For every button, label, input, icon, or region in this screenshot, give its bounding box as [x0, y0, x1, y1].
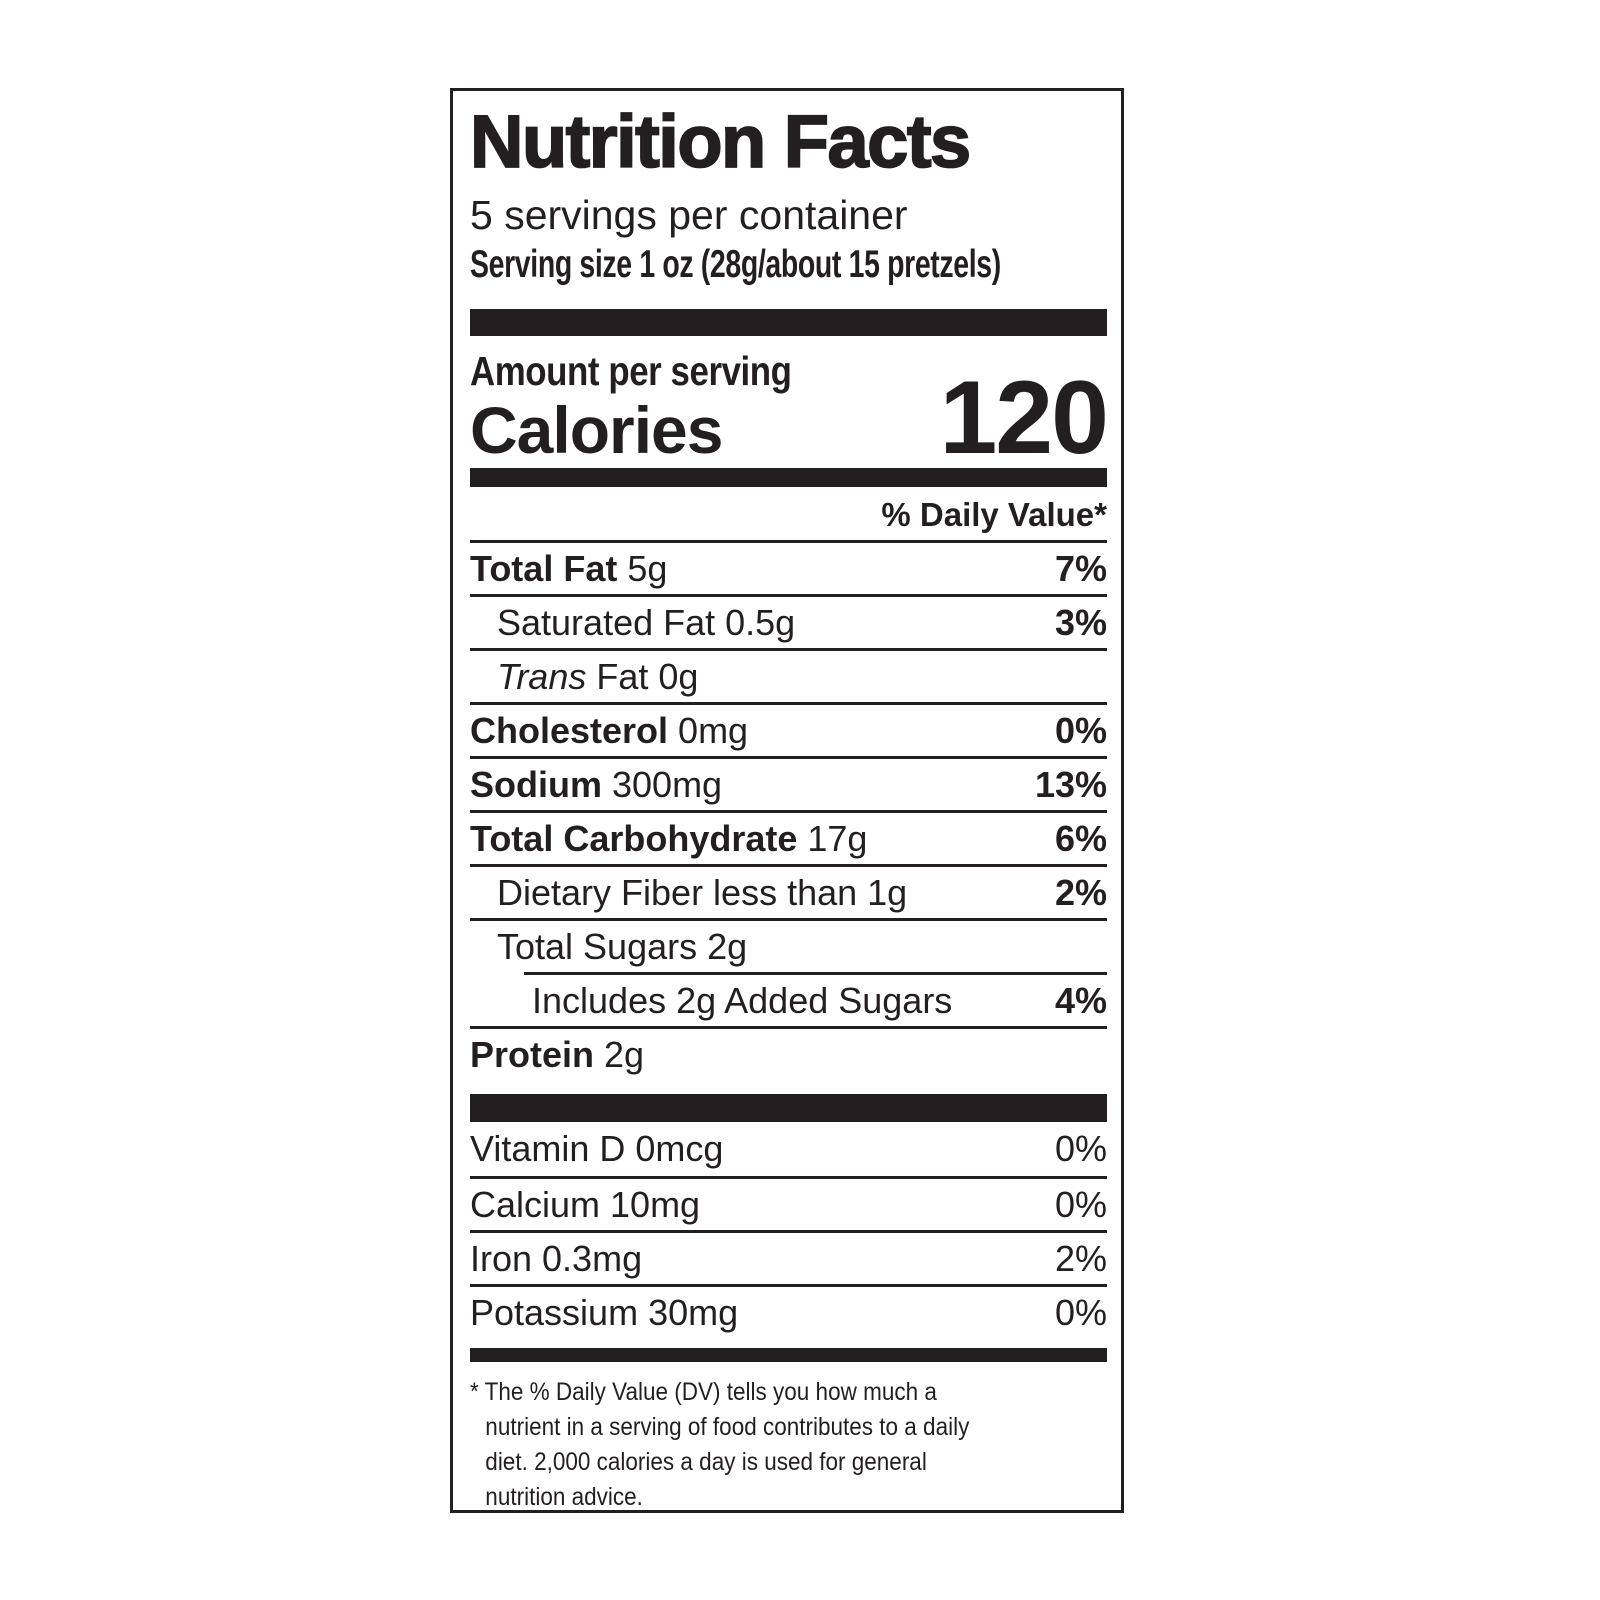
micronutrient-name: Iron 0.3mg: [470, 1237, 643, 1279]
nutrient-row: Cholesterol 0mg 0%: [470, 702, 1107, 756]
daily-value: 6%: [1054, 817, 1107, 859]
thick-divider-top: [470, 309, 1107, 337]
nutrient-rows: Total Fat 5g 7% Saturated Fat 0.5g 3% Trans …: [470, 540, 1107, 1080]
nutrient-row: Trans Fat 0g: [470, 648, 1107, 702]
nutrient-row: Total Carbohydrate 17g 6%: [470, 810, 1107, 864]
nutrient-row: Total Fat 5g 7%: [470, 540, 1107, 594]
thick-divider-middle: [470, 1094, 1107, 1123]
servings-per-container: 5 servings per container: [470, 192, 908, 239]
daily-value: 13%: [1034, 763, 1107, 805]
daily-value: 0%: [1054, 1291, 1107, 1333]
footnote: * The % Daily Value (DV) tells you how m…: [470, 1375, 1043, 1512]
nutrient-name: Saturated Fat 0.5g: [497, 601, 796, 643]
medium-divider-calories: [470, 468, 1107, 488]
nutrient-name: Cholesterol 0mg: [470, 709, 749, 751]
micronutrient-row: Potassium 30mg 0%: [470, 1284, 1107, 1338]
micronutrient-row: Iron 0.3mg 2%: [470, 1230, 1107, 1284]
micronutrient-row: Calcium 10mg 0%: [470, 1176, 1107, 1230]
nutrient-name: Total Carbohydrate 17g: [470, 817, 868, 859]
footnote-line: diet. 2,000 calories a day is used for g…: [485, 1448, 927, 1477]
daily-value: 0%: [1054, 1183, 1107, 1225]
nutrient-name: Dietary Fiber less than 1g: [497, 871, 908, 913]
daily-value: 0%: [1054, 1128, 1107, 1170]
micronutrient-rows: Vitamin D 0mcg 0% Calcium 10mg 0% Iron 0.3mg…: [470, 1122, 1107, 1338]
nutrient-row: Dietary Fiber less than 1g 2%: [470, 864, 1107, 918]
nutrient-name: Total Fat 5g: [470, 547, 668, 589]
micronutrient-name: Vitamin D 0mcg: [470, 1128, 724, 1170]
nutrient-row: Includes 2g Added Sugars 4%: [524, 972, 1107, 1026]
medium-divider-bottom: [470, 1348, 1107, 1363]
nutrient-name: Total Sugars 2g: [497, 925, 748, 967]
amount-per-serving-label: Amount per serving: [470, 348, 792, 395]
calories-row: Calories 120: [470, 360, 1109, 477]
daily-value: 0%: [1054, 709, 1107, 751]
daily-value: 3%: [1054, 601, 1107, 643]
nutrient-name: Includes 2g Added Sugars: [532, 979, 953, 1021]
calories-label: Calories: [470, 393, 723, 468]
micronutrient-name: Potassium 30mg: [470, 1291, 739, 1333]
nutrient-row: Total Sugars 2g: [470, 918, 1107, 972]
nutrition-facts-label: Nutrition Facts 5 servings per container…: [450, 88, 1124, 1513]
daily-value: 7%: [1054, 547, 1107, 589]
footnote-line: * The % Daily Value (DV) tells you how m…: [470, 1378, 937, 1407]
nutrient-row: Saturated Fat 0.5g 3%: [470, 594, 1107, 648]
nutrient-row: Protein 2g: [470, 1026, 1107, 1080]
daily-value: 2%: [1054, 871, 1107, 913]
label-title: Nutrition Facts: [469, 100, 972, 183]
daily-value: 2%: [1054, 1237, 1107, 1279]
nutrient-row: Sodium 300mg 13%: [470, 756, 1107, 810]
nutrient-name: Trans Fat 0g: [497, 655, 699, 697]
nutrient-name: Sodium 300mg: [470, 763, 723, 805]
micronutrient-name: Calcium 10mg: [470, 1183, 701, 1225]
micronutrient-row: Vitamin D 0mcg 0%: [470, 1122, 1107, 1176]
nutrient-name: Protein 2g: [470, 1033, 645, 1075]
serving-size: Serving size 1 oz (28g/about 15 pretzels…: [470, 243, 1001, 287]
footnote-line: nutrition advice.: [485, 1483, 643, 1512]
calories-value: 120: [939, 360, 1109, 477]
footnote-line: nutrient in a serving of food contribute…: [485, 1413, 970, 1442]
daily-value: 4%: [1054, 979, 1107, 1021]
daily-value-header: % Daily Value*: [881, 496, 1107, 534]
